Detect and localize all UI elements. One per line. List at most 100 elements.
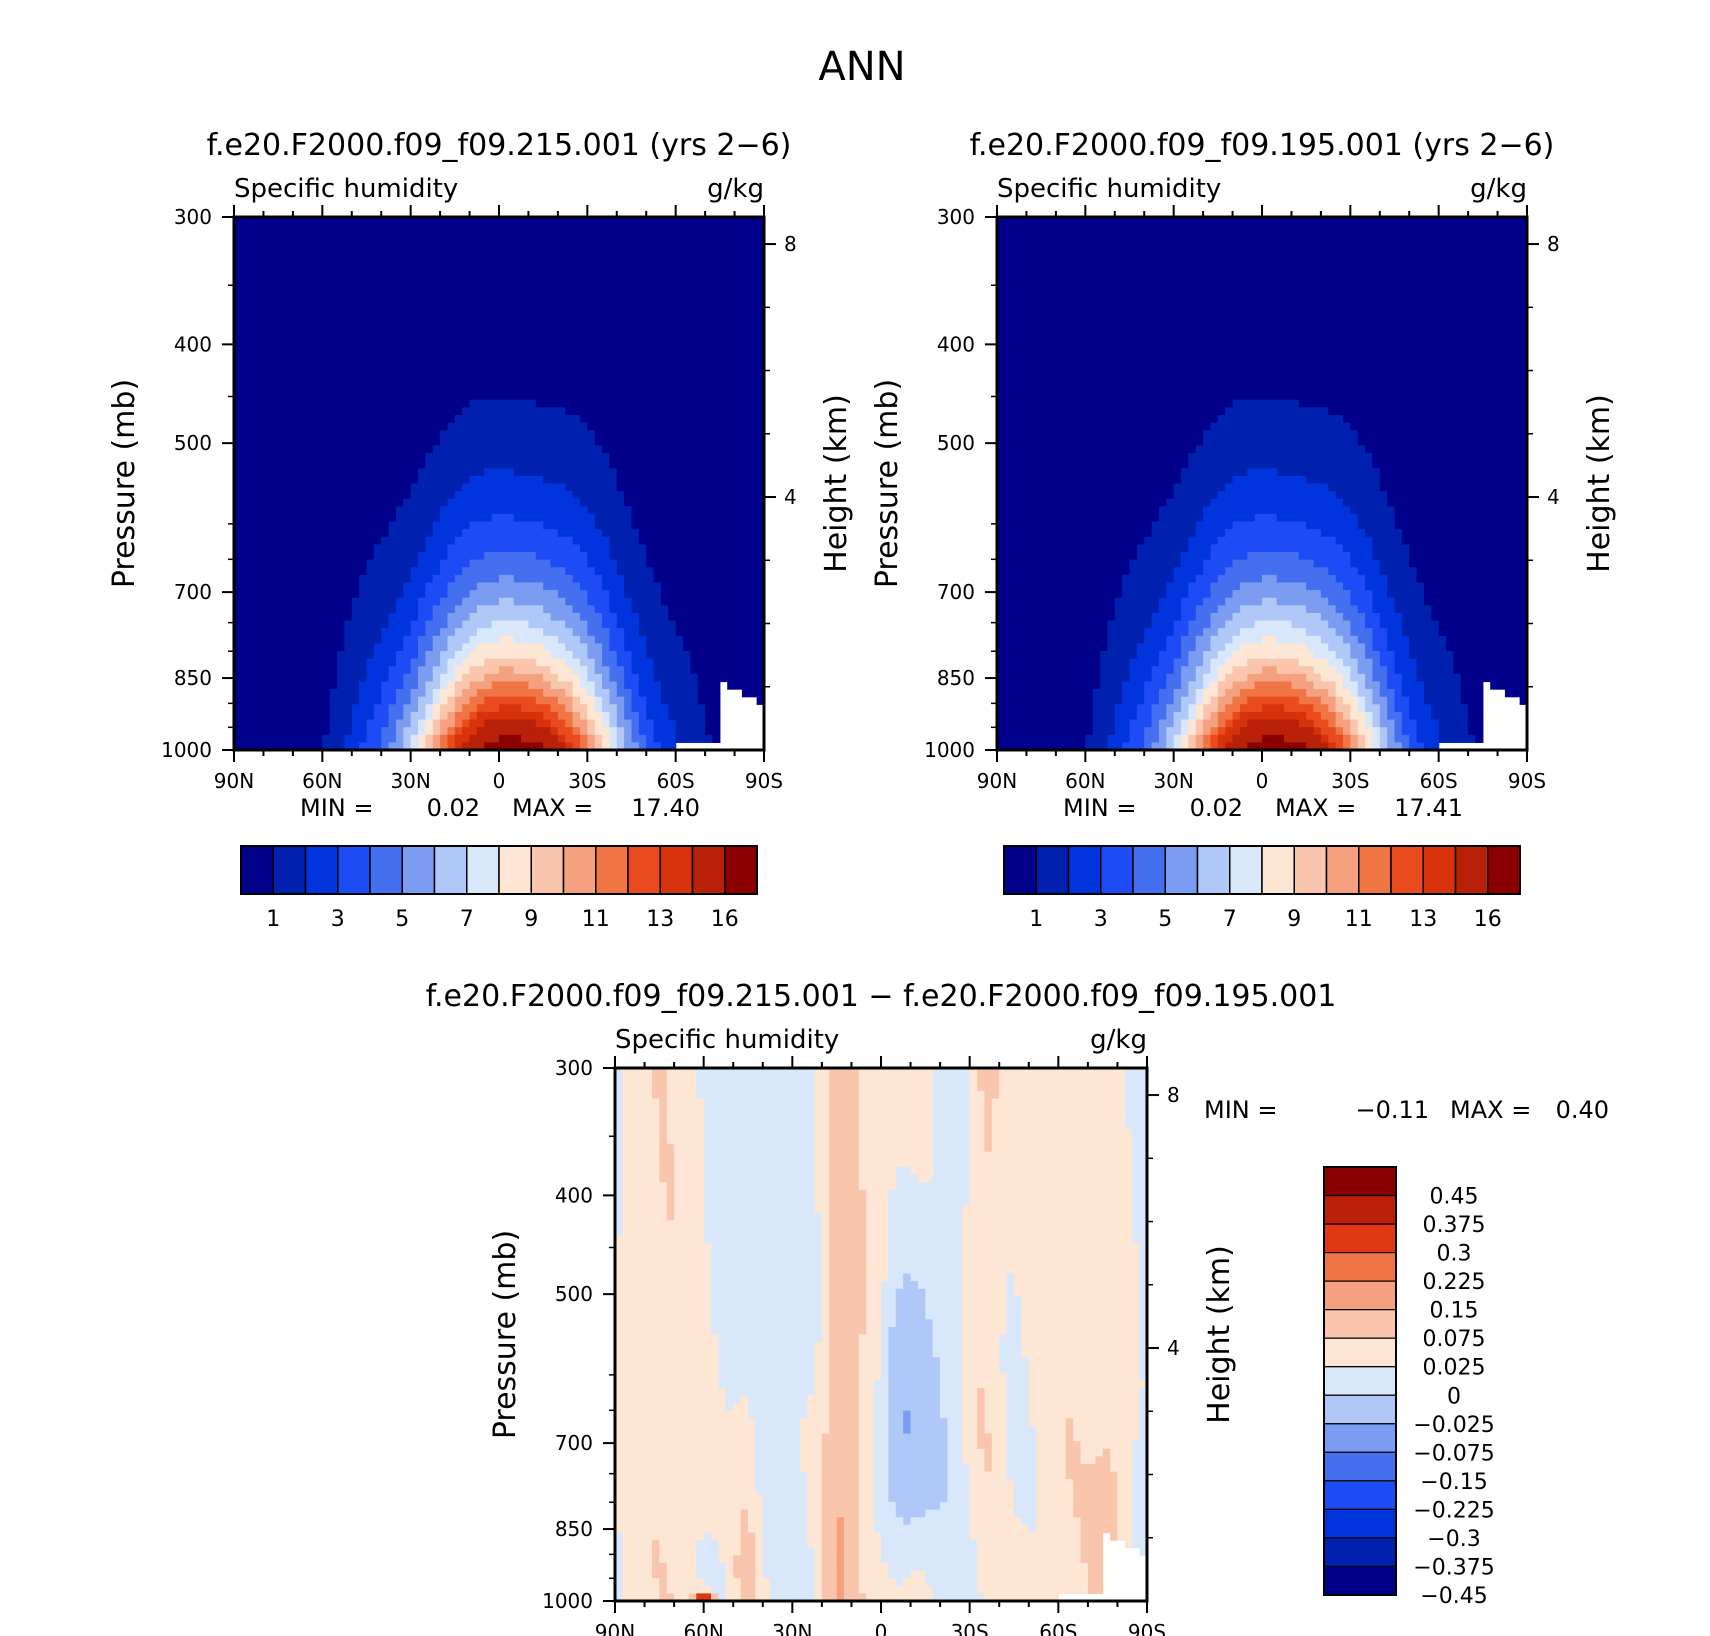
field-cell [285,635,294,644]
field-cell [587,323,596,332]
field-cell [668,544,677,553]
field-cell [624,445,633,454]
field-cell [587,491,596,500]
field-cell [697,612,706,622]
field-cell [550,217,559,226]
field-cell [484,552,493,561]
field-cell [690,300,699,309]
field-cell [543,483,552,492]
field-cell [322,239,331,249]
field-cell [543,689,552,698]
field-cell [381,711,390,721]
field-cell [388,277,397,287]
field-cell [454,239,463,249]
field-cell [557,651,566,660]
field-cell [484,308,493,317]
field-cell [653,590,662,599]
field-cell [499,354,507,363]
field-cell [616,612,625,622]
field-cell [322,628,331,637]
field-cell [476,323,485,332]
field-cell [719,491,728,500]
field-cell [646,308,655,317]
field-cell [307,719,316,728]
field-cell [359,498,368,507]
field-cell [418,338,426,348]
field-cell [476,635,485,644]
field-cell [440,574,449,584]
field-cell [616,445,625,454]
field-cell [719,270,728,279]
field-cell [447,673,456,683]
field-cell [491,590,500,599]
field-cell [705,658,714,667]
field-cell [638,742,647,751]
field-cell [462,521,471,530]
field-cell [734,498,743,507]
field-cell [440,437,449,447]
field-cell [631,742,640,751]
field-cell [241,239,250,249]
field-cell [543,323,552,332]
field-cell [234,582,242,591]
field-cell [337,742,346,751]
field-cell [668,277,677,287]
field-cell [359,361,368,370]
field-cell [594,582,603,591]
field-cell [454,376,463,386]
field-cell [631,552,640,561]
field-cell [381,422,390,431]
field-cell [447,262,456,271]
field-cell [388,689,397,698]
field-cell [337,354,346,363]
field-cell [602,308,611,317]
field-cell [521,315,530,325]
field-cell [631,696,640,705]
field-cell [410,673,419,683]
field-cell [322,331,331,340]
field-cell [557,666,566,675]
field-cell [616,574,625,584]
field-cell [469,468,478,477]
field-cell [602,658,611,667]
field-cell [683,247,691,256]
field-cell [388,453,397,462]
field-cell [513,331,522,340]
field-cell [756,460,765,469]
field-cell [491,635,500,644]
field-cell [447,331,456,340]
field-cell [749,529,758,538]
field-cell [314,414,323,424]
field-cell [314,437,323,447]
field-cell [440,711,449,721]
field-cell [241,696,250,705]
field-cell [395,430,404,439]
field-cell [646,582,655,591]
field-cell [476,453,485,462]
field-cell [660,605,669,614]
field-cell [454,681,463,690]
field-cell [638,224,647,233]
field-cell [587,742,596,751]
field-cell [351,331,360,340]
field-cell [521,239,530,249]
field-cell [602,217,611,226]
field-cell [513,300,522,309]
field-cell [499,308,507,317]
field-cell [484,491,493,500]
field-cell [388,521,397,530]
field-cell [675,719,684,728]
field-cell [727,437,736,447]
field-cell [366,376,375,386]
field-cell [462,620,471,629]
field-cell [535,597,544,606]
field-cell [314,673,323,683]
field-cell [741,323,750,332]
field-cell [454,673,463,683]
field-cell [314,742,323,751]
field-cell [410,681,419,690]
field-cell [624,308,633,317]
field-cell [646,338,655,348]
field-cell [454,719,463,728]
field-cell [418,369,426,378]
